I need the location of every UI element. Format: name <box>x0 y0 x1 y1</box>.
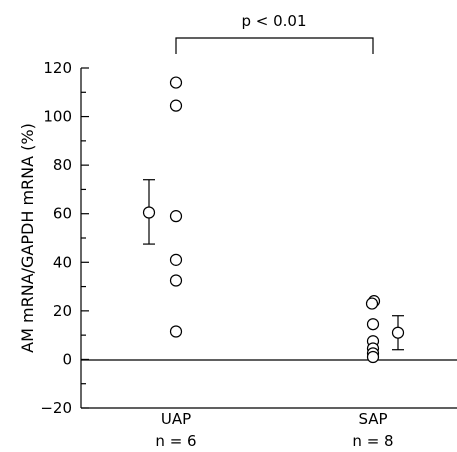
y-tick-label: −20 <box>40 399 72 417</box>
x-n-label-uap: n = 6 <box>155 432 196 450</box>
y-tick-label: 100 <box>43 108 72 126</box>
y-tick-label: 40 <box>53 253 72 271</box>
y-tick-label: 80 <box>53 156 72 174</box>
y-tick-label: 60 <box>53 205 72 223</box>
mean-marker <box>391 326 405 339</box>
data-point <box>169 274 183 287</box>
significance-label: p < 0.01 <box>241 12 306 30</box>
data-point <box>366 318 380 331</box>
data-marks <box>142 76 405 364</box>
significance-bracket <box>175 37 374 54</box>
y-tick-label: 0 <box>62 350 72 368</box>
y-axis-title: AM mRNA/GAPDH mRNA (%) <box>18 123 37 353</box>
y-tick-label: 20 <box>53 302 72 320</box>
data-point <box>365 297 379 310</box>
y-tick-label: 120 <box>43 59 72 77</box>
y-ticks: −20 0 20 40 60 80 100 120 <box>40 59 89 417</box>
data-point <box>169 210 183 223</box>
data-point <box>169 253 183 266</box>
data-point <box>366 350 380 364</box>
data-point <box>169 99 183 112</box>
x-label-uap: UAP <box>161 410 191 428</box>
data-point <box>169 325 183 338</box>
x-n-label-sap: n = 8 <box>352 432 393 450</box>
data-point <box>169 76 183 89</box>
mean-marker <box>142 206 156 219</box>
x-label-sap: SAP <box>358 410 387 428</box>
